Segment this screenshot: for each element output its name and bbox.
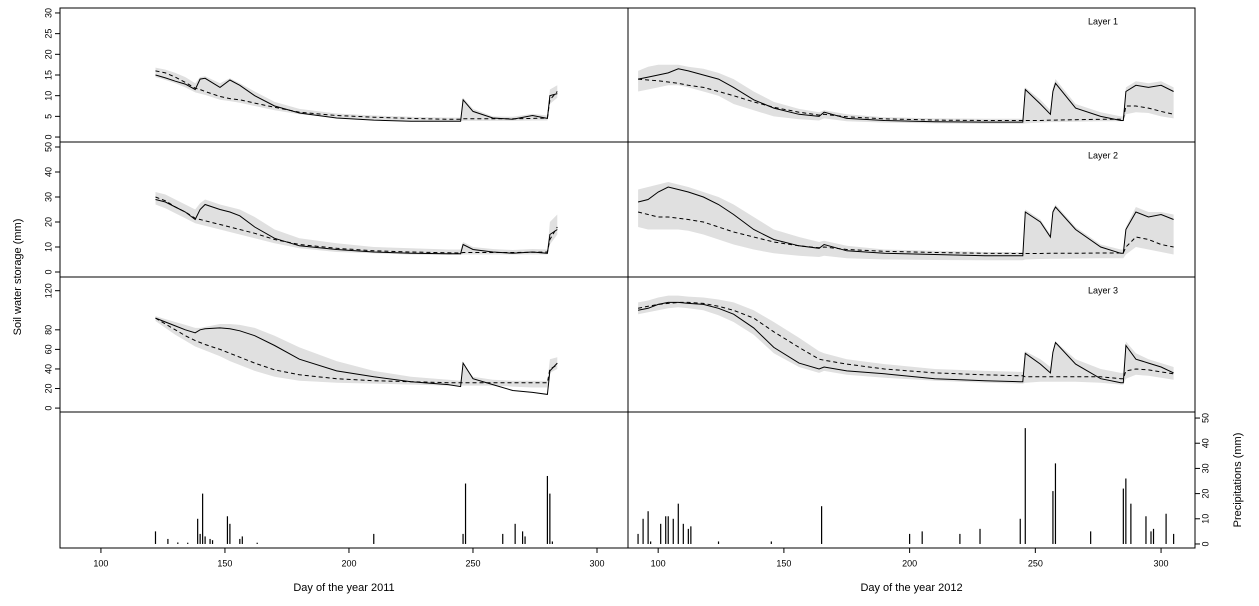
observed-line (155, 199, 558, 255)
y-tick-label: 20 (43, 384, 53, 394)
simulated-line (155, 196, 558, 254)
y-tick-label: 25 (43, 29, 53, 39)
y-tick-label: 10 (43, 242, 53, 252)
uncertainty-band (638, 64, 1174, 124)
y-tick-label: 0 (43, 269, 53, 274)
uncertainty-band (638, 182, 1174, 261)
x-tick-label: 100 (651, 558, 666, 568)
y-tick-label: 20 (1200, 489, 1210, 499)
y-axis-title: Soil water storage (mm) (12, 219, 24, 336)
observed-line (155, 317, 558, 395)
x-tick-label: 250 (465, 558, 480, 568)
y-tick-label: 40 (43, 364, 53, 374)
y-tick-label: 20 (43, 217, 53, 227)
observed-line (637, 186, 1174, 257)
x-axis-title: Day of the year 2011 (293, 582, 394, 594)
panel-frame (59, 7, 629, 143)
uncertainty-band (155, 67, 558, 122)
uncertainty-band (155, 316, 558, 388)
observed-line (638, 301, 1174, 384)
y-tick-label: 0 (43, 135, 53, 140)
simulated-line (155, 317, 558, 384)
y-tick-label: 50 (1200, 413, 1210, 423)
y2-axis-title: Precipitations (mm) (1232, 433, 1244, 528)
layer-label: Layer 2 (1088, 150, 1118, 160)
observed-line (155, 74, 558, 122)
y-tick-label: 40 (43, 167, 53, 177)
x-tick-label: 150 (776, 558, 791, 568)
simulated-line (637, 211, 1174, 254)
panel-frame (627, 276, 1196, 413)
y-tick-label: 0 (43, 406, 53, 411)
y-tick-label: 50 (43, 142, 53, 152)
y-tick-label: 30 (43, 192, 53, 202)
x-tick-label: 100 (93, 558, 108, 568)
panel-frame (59, 276, 629, 413)
observed-line (638, 68, 1174, 123)
y-tick-label: 15 (43, 70, 53, 80)
x-tick-label: 200 (902, 558, 917, 568)
x-tick-label: 300 (1154, 558, 1169, 568)
y-tick-label: 0 (1200, 541, 1210, 546)
y-tick-label: 60 (43, 344, 53, 354)
y-tick-label: 120 (43, 283, 53, 298)
y-tick-label: 40 (1200, 438, 1210, 448)
y-tick-label: 80 (43, 325, 53, 335)
x-tick-label: 300 (589, 558, 604, 568)
simulated-line (638, 301, 1174, 380)
panel-frame (59, 411, 629, 549)
uncertainty-band (155, 192, 558, 255)
x-axis-title: Day of the year 2012 (860, 582, 962, 594)
y-tick-label: 30 (43, 8, 53, 18)
panel-frame (627, 411, 1196, 549)
y-tick-label: 10 (43, 91, 53, 101)
x-tick-label: 250 (1028, 558, 1043, 568)
y-tick-label: 5 (43, 114, 53, 119)
layer-label: Layer 1 (1088, 16, 1118, 26)
simulated-line (638, 78, 1174, 121)
layer-label: Layer 3 (1088, 285, 1118, 295)
x-tick-label: 150 (217, 558, 232, 568)
x-tick-label: 200 (341, 558, 356, 568)
uncertainty-band (638, 295, 1174, 385)
y-tick-label: 30 (1200, 463, 1210, 473)
simulated-line (155, 70, 558, 120)
y-tick-label: 20 (43, 49, 53, 59)
panel-frame (59, 141, 629, 278)
y-tick-label: 10 (1200, 514, 1210, 524)
